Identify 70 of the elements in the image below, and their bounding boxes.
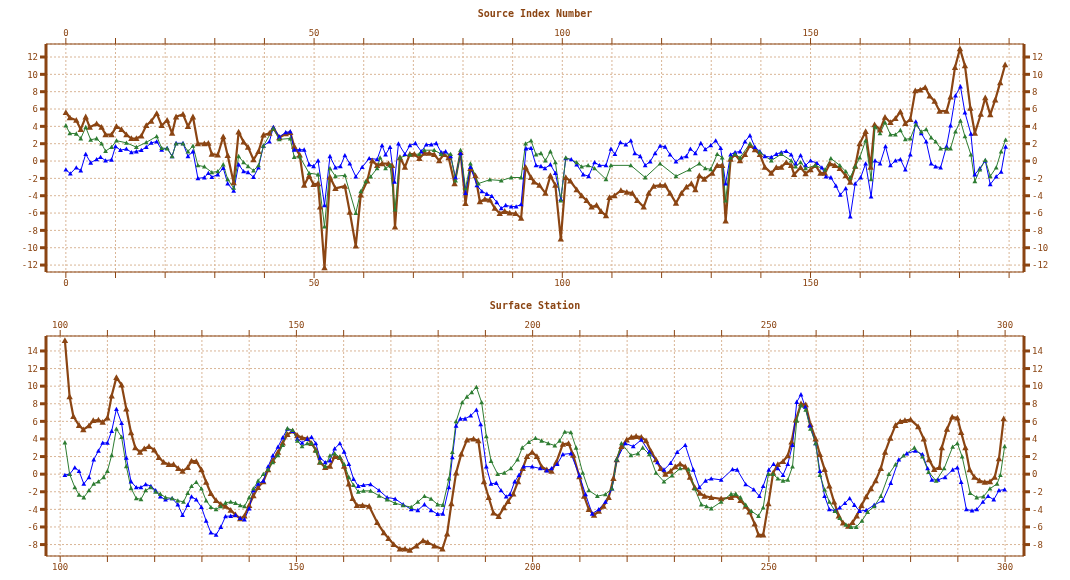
x2-tick-label: 150 <box>802 278 819 289</box>
y-tick-label: 6 <box>32 416 38 427</box>
y2-tick-label: 10 <box>1032 381 1043 392</box>
x-tick-label: 200 <box>524 320 541 330</box>
x2-axis-title: Source Index Number <box>477 8 593 20</box>
y2-tick-label: -2 <box>1032 486 1043 497</box>
x2-tick-label: 100 <box>52 562 69 573</box>
y2-tick-label: 12 <box>1032 52 1043 63</box>
y2-tick-label: 4 <box>1032 434 1038 445</box>
y2-tick-label: 2 <box>1032 451 1038 462</box>
x2-tick-label: 250 <box>760 562 777 573</box>
y2-tick-label: 12 <box>1032 363 1043 374</box>
y-tick-label: -6 <box>27 208 38 219</box>
y-tick-label: 4 <box>32 434 38 445</box>
y2-tick-label: -8 <box>1032 225 1043 236</box>
y-tick-label: -8 <box>27 225 38 236</box>
y-tick-label: 6 <box>32 104 38 115</box>
y2-tick-label: 4 <box>1032 121 1038 132</box>
x-tick-label: 0 <box>63 28 69 38</box>
y2-tick-label: 8 <box>1032 398 1038 409</box>
x2-tick-label: 300 <box>996 562 1014 573</box>
y-tick-label: 4 <box>32 121 38 132</box>
y2-tick-label: 6 <box>1032 104 1038 115</box>
y-tick-label: -12 <box>21 260 38 271</box>
x-tick-label: 100 <box>52 320 69 330</box>
y-tick-label: -2 <box>27 486 38 497</box>
x-tick-label: 250 <box>760 320 777 330</box>
y2-tick-label: -12 <box>1032 260 1049 271</box>
y2-tick-label: -6 <box>1032 208 1043 219</box>
x-tick-label: 300 <box>996 320 1014 330</box>
y2-tick-label: 10 <box>1032 69 1043 80</box>
y-tick-label: -10 <box>21 242 38 253</box>
y2-tick-label: -4 <box>1032 504 1043 515</box>
y-tick-label: -4 <box>27 190 38 201</box>
y-tick-label: -6 <box>27 522 38 533</box>
x2-axis-title: Surface Station <box>489 300 581 312</box>
y-tick-label: -4 <box>27 504 38 515</box>
x2-tick-label: 200 <box>524 562 541 573</box>
y2-tick-label: 14 <box>1032 346 1043 357</box>
x2-tick-label: 100 <box>554 278 571 289</box>
x-tick-label: 150 <box>288 320 305 330</box>
x-tick-label: 100 <box>554 28 571 38</box>
y2-tick-label: 6 <box>1032 416 1038 427</box>
y-tick-label: 2 <box>32 138 38 149</box>
y-tick-label: 2 <box>32 451 38 462</box>
x-tick-label: 150 <box>802 28 819 38</box>
y2-tick-label: -6 <box>1032 522 1043 533</box>
y-tick-label: 12 <box>27 52 38 63</box>
y-tick-label: 8 <box>32 398 38 409</box>
y2-tick-label: -10 <box>1032 242 1049 253</box>
y2-tick-label: -8 <box>1032 539 1043 550</box>
y-tick-label: 14 <box>27 346 38 357</box>
y-tick-label: 12 <box>27 363 38 374</box>
y-tick-label: 10 <box>27 381 38 392</box>
x-tick-label: 50 <box>308 28 320 38</box>
y-tick-label: -8 <box>27 539 38 550</box>
y-tick-label: 0 <box>32 156 38 167</box>
y2-tick-label: 0 <box>1032 469 1038 480</box>
y-tick-label: -2 <box>27 173 38 184</box>
x2-tick-label: 0 <box>63 278 69 289</box>
y2-tick-label: 2 <box>1032 138 1038 149</box>
y2-tick-label: -4 <box>1032 190 1043 201</box>
y2-tick-label: -2 <box>1032 173 1043 184</box>
y-tick-label: 8 <box>32 86 38 97</box>
y2-tick-label: 0 <box>1032 156 1038 167</box>
x2-tick-label: 50 <box>308 278 320 289</box>
y-tick-label: 10 <box>27 69 38 80</box>
y2-tick-label: 8 <box>1032 86 1038 97</box>
y-tick-label: 0 <box>32 469 38 480</box>
x2-tick-label: 150 <box>288 562 305 573</box>
